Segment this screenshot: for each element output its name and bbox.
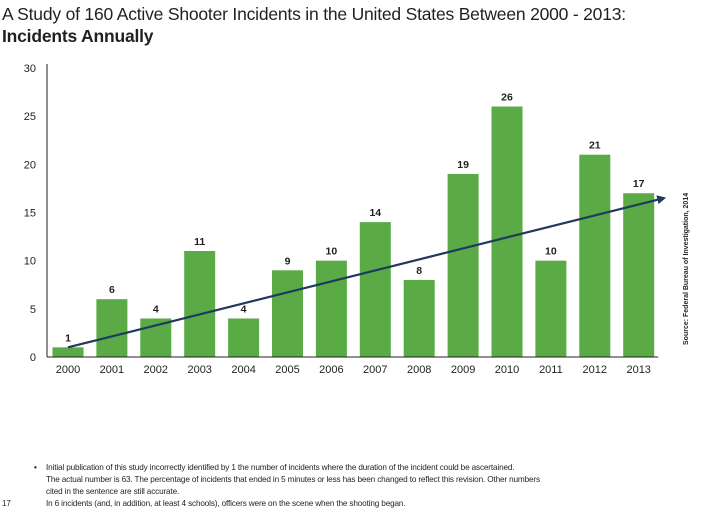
bar-2004 <box>228 318 260 357</box>
bar-2009 <box>447 173 479 357</box>
footnote-17: 17 In 6 incidents (and, in addition, at … <box>2 498 550 510</box>
y-tick-5: 5 <box>30 304 36 316</box>
data-label-2006: 10 <box>326 246 338 258</box>
bar-2003 <box>184 251 216 357</box>
x-tick-2000: 2000 <box>56 364 80 376</box>
data-label-2000: 1 <box>65 332 71 344</box>
bar-2006 <box>315 260 347 357</box>
bar-2000 <box>52 347 84 357</box>
x-tick-2008: 2008 <box>407 364 431 376</box>
data-label-2008: 8 <box>416 265 422 277</box>
footnote-number: 17 <box>2 499 11 508</box>
data-label-2001: 6 <box>109 284 115 296</box>
x-tick-2012: 2012 <box>583 364 607 376</box>
data-label-2005: 9 <box>285 255 291 267</box>
x-tick-2011: 2011 <box>539 364 563 376</box>
data-label-2004: 4 <box>241 303 247 315</box>
bar-2005 <box>272 270 303 357</box>
y-tick-30: 30 <box>24 63 36 75</box>
bar-2011 <box>535 260 567 357</box>
x-tick-2003: 2003 <box>187 364 211 376</box>
bar-2010 <box>491 106 523 358</box>
data-label-2003: 11 <box>194 236 205 248</box>
chart-subtitle: Incidents Annually <box>2 26 154 46</box>
footnote-bullet: • <box>34 463 37 472</box>
data-label-2010: 26 <box>501 92 513 104</box>
data-label-2011: 10 <box>545 246 557 258</box>
x-tick-2010: 2010 <box>495 364 519 376</box>
footnote-line: In 6 incidents (and, in addition, at lea… <box>46 499 406 508</box>
footnotes: • Initial publication of this study inco… <box>2 462 550 510</box>
y-tick-20: 20 <box>24 159 36 171</box>
bar-2008 <box>403 279 435 357</box>
x-tick-2006: 2006 <box>319 364 343 376</box>
x-tick-2004: 2004 <box>231 364 255 376</box>
footnote-line: cited in the sentence are still accurate… <box>46 487 180 496</box>
bar-chart: 1200062001420021120034200492005102006142… <box>24 63 667 376</box>
bar-2013 <box>623 193 655 357</box>
y-tick-10: 10 <box>24 256 36 268</box>
x-tick-2005: 2005 <box>275 364 299 376</box>
bar-2001 <box>96 299 128 357</box>
x-tick-2007: 2007 <box>363 364 387 376</box>
x-tick-2013: 2013 <box>626 364 650 376</box>
x-tick-2001: 2001 <box>100 364 124 376</box>
x-tick-2009: 2009 <box>451 364 475 376</box>
x-tick-2002: 2002 <box>144 364 168 376</box>
data-label-2009: 19 <box>457 159 469 171</box>
footnote-line: The actual number is 63. The percentage … <box>46 475 540 484</box>
y-tick-25: 25 <box>24 111 36 123</box>
chart-title: A Study of 160 Active Shooter Incidents … <box>2 4 626 24</box>
data-label-2012: 21 <box>589 140 601 152</box>
bar-2007 <box>359 222 391 357</box>
source-note: Source: Federal Bureau of Investigation,… <box>683 192 690 345</box>
data-label-2013: 17 <box>633 178 645 190</box>
data-label-2002: 4 <box>153 303 159 315</box>
footnote-revision: • Initial publication of this study inco… <box>30 462 550 498</box>
bar-2012 <box>579 154 611 357</box>
footnote-line: Initial publication of this study incorr… <box>46 463 515 472</box>
y-tick-15: 15 <box>24 208 36 220</box>
data-label-2007: 14 <box>369 207 381 219</box>
y-tick-0: 0 <box>30 352 36 364</box>
trend-arrow <box>67 195 667 349</box>
